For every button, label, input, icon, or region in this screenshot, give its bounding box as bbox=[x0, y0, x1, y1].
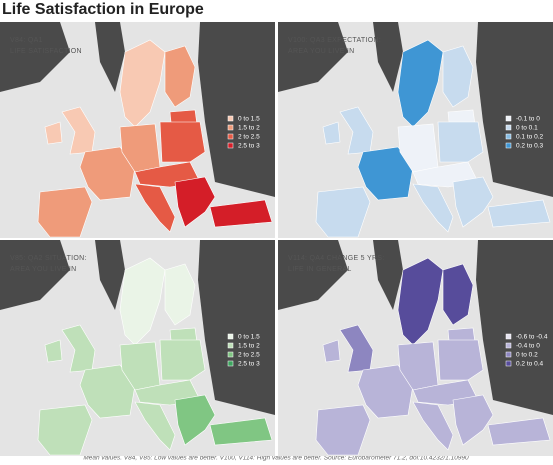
country-region bbox=[159, 339, 206, 381]
legend-label: 0.2 to 0.4 bbox=[516, 361, 543, 368]
legend-swatch bbox=[227, 360, 234, 367]
country-region bbox=[174, 176, 216, 228]
legend-label: -0.4 to 0 bbox=[516, 343, 540, 350]
country-region bbox=[487, 199, 551, 228]
legend-swatch bbox=[227, 115, 234, 122]
legend-label: 0 to 1.5 bbox=[238, 334, 260, 341]
non-eu-land bbox=[278, 22, 348, 92]
map-panel: V100: QA3 EXPECTATION: AREA YOU LIVE IN -0… bbox=[278, 22, 553, 238]
map-panel: V85: QA2 SITUATION: AREA YOU LIVE IN 0 to … bbox=[0, 240, 275, 456]
legend-swatch bbox=[227, 351, 234, 358]
country-region bbox=[315, 404, 371, 456]
legend-swatch bbox=[227, 142, 234, 149]
panel-label: LIFE IN GENERAL bbox=[288, 266, 352, 273]
panel-label: V114: QA4 CHANGE 5 YRS: bbox=[288, 255, 385, 262]
non-eu-land bbox=[476, 22, 553, 197]
legend-swatch bbox=[227, 333, 234, 340]
legend-swatch bbox=[505, 360, 512, 367]
legend-label: 0 to 0.1 bbox=[516, 125, 538, 132]
non-eu-land bbox=[373, 22, 403, 92]
legend-label: 0.1 to 0.2 bbox=[516, 134, 543, 141]
country-region bbox=[322, 121, 341, 145]
legend-label: 0.2 to 0.3 bbox=[516, 143, 543, 150]
legend-swatch bbox=[227, 342, 234, 349]
country-region bbox=[159, 121, 206, 163]
country-region bbox=[487, 417, 551, 446]
legend-swatch bbox=[505, 333, 512, 340]
country-region bbox=[397, 257, 444, 346]
country-region bbox=[209, 199, 273, 228]
non-eu-land bbox=[278, 240, 348, 310]
non-eu-land bbox=[373, 240, 403, 310]
legend-label: 0 to 1.5 bbox=[238, 116, 260, 123]
non-eu-land bbox=[198, 240, 275, 415]
legend-swatch bbox=[227, 133, 234, 140]
legend-label: 2.5 to 3 bbox=[238, 361, 260, 368]
panel-label: AREA YOU LIVE IN bbox=[288, 48, 355, 55]
country-region bbox=[164, 45, 196, 108]
country-region bbox=[442, 45, 474, 108]
country-region bbox=[209, 417, 273, 446]
country-region bbox=[442, 263, 474, 326]
panel-label: LIFE SATISFACTION bbox=[10, 48, 82, 55]
panel-label: V100: QA3 EXPECTATION: bbox=[288, 37, 381, 44]
country-region bbox=[37, 404, 93, 456]
country-region bbox=[452, 176, 494, 228]
legend-swatch bbox=[505, 115, 512, 122]
non-eu-land bbox=[95, 22, 125, 92]
non-eu-land bbox=[0, 22, 70, 92]
country-region bbox=[37, 186, 93, 238]
map-panel: V84: QA1 LIFE SATISFACTION 0 to 1.5 1.5 to … bbox=[0, 22, 275, 238]
panel-label: V85: QA2 SITUATION: bbox=[10, 255, 87, 262]
non-eu-land bbox=[0, 240, 70, 310]
legend-swatch bbox=[505, 133, 512, 140]
legend-label: 1.5 to 2 bbox=[238, 343, 260, 350]
country-region bbox=[134, 401, 176, 451]
country-region bbox=[437, 339, 484, 381]
country-region bbox=[322, 339, 341, 363]
country-region bbox=[134, 183, 176, 233]
legend-label: 1.5 to 2 bbox=[238, 125, 260, 132]
page-title: Life Satisfaction in Europe bbox=[2, 1, 204, 18]
country-region bbox=[412, 183, 454, 233]
legend-label: 2 to 2.5 bbox=[238, 134, 260, 141]
legend-swatch bbox=[227, 124, 234, 131]
country-region bbox=[174, 394, 216, 446]
legend-label: 2 to 2.5 bbox=[238, 352, 260, 359]
country-region bbox=[44, 121, 63, 145]
country-region bbox=[437, 121, 484, 163]
legend-label: 0 to 0.2 bbox=[516, 352, 538, 359]
non-eu-land bbox=[198, 22, 275, 197]
map-panel: V114: QA4 CHANGE 5 YRS: LIFE IN GENERAL -0… bbox=[278, 240, 553, 456]
non-eu-land bbox=[476, 240, 553, 415]
country-region bbox=[44, 339, 63, 363]
country-region bbox=[119, 257, 166, 346]
panel-label: V84: QA1 bbox=[10, 37, 43, 44]
legend-swatch bbox=[505, 124, 512, 131]
legend-swatch bbox=[505, 142, 512, 149]
legend-label: -0.6 to -0.4 bbox=[516, 334, 548, 341]
legend-label: 2.5 to 3 bbox=[238, 143, 260, 150]
footnote: Mean values. V84, V85: Low values are be… bbox=[83, 455, 469, 462]
country-region bbox=[164, 263, 196, 326]
country-region bbox=[397, 39, 444, 128]
country-region bbox=[119, 39, 166, 128]
country-region bbox=[452, 394, 494, 446]
country-region bbox=[315, 186, 371, 238]
legend-label: -0.1 to 0 bbox=[516, 116, 540, 123]
panel-label: AREA YOU LIVE IN bbox=[10, 266, 77, 273]
legend-swatch bbox=[505, 342, 512, 349]
legend-swatch bbox=[505, 351, 512, 358]
non-eu-land bbox=[95, 240, 125, 310]
country-region bbox=[412, 401, 454, 451]
